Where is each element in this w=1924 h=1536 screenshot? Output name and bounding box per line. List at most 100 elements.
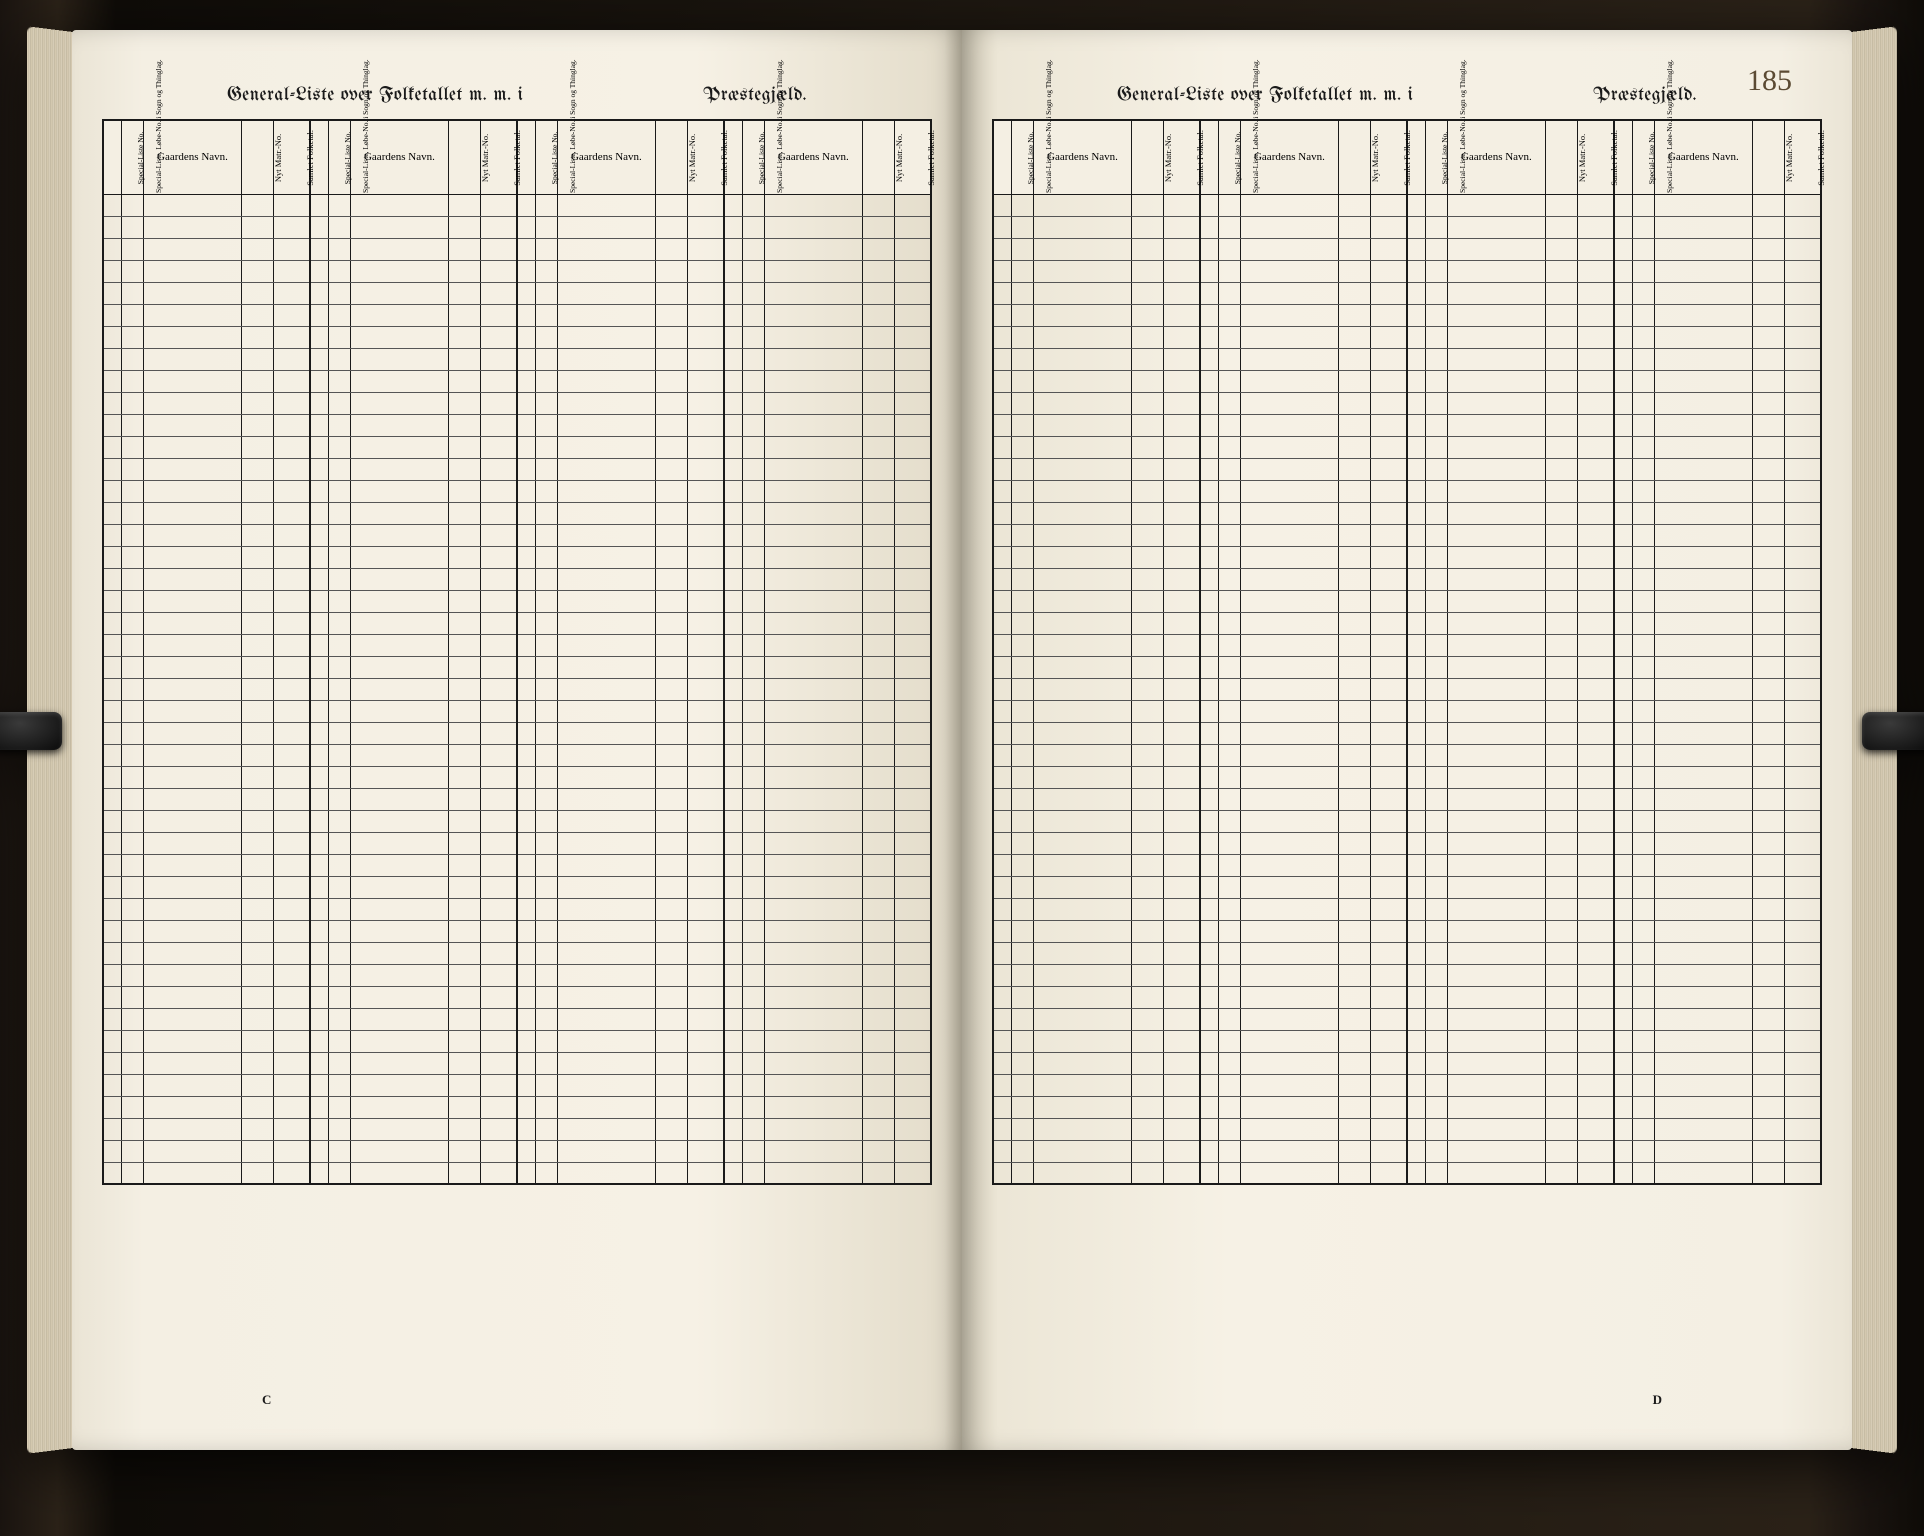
title-main: General-Liste over Folketallet m. m. i (227, 85, 523, 105)
ledger-table-right: Special-Liste No.Special-Liste, Løbe-No.… (992, 119, 1822, 1185)
table-row (103, 326, 931, 348)
table-row (103, 392, 931, 414)
table-row (103, 1096, 931, 1118)
table-row (993, 568, 1821, 590)
table-row (993, 1140, 1821, 1162)
table-row (103, 414, 931, 436)
table-row (993, 370, 1821, 392)
table-row (103, 480, 931, 502)
table-row (103, 766, 931, 788)
open-book: General-Liste over Folketallet m. m. i P… (72, 30, 1852, 1450)
table-row (103, 810, 931, 832)
table-row (103, 876, 931, 898)
folio-number: 185 (1747, 64, 1792, 98)
column-header: Nyt Matr.-No. (655, 120, 687, 194)
left-page: General-Liste over Folketallet m. m. i P… (72, 30, 962, 1450)
table-row (993, 436, 1821, 458)
right-page: 185 General-Liste over Folketallet m. m.… (962, 30, 1852, 1450)
table-row (103, 788, 931, 810)
table-row (993, 480, 1821, 502)
table-row (103, 348, 931, 370)
table-row (993, 1074, 1821, 1096)
table-row (993, 304, 1821, 326)
table-row (103, 634, 931, 656)
table-row (103, 370, 931, 392)
table-row (993, 876, 1821, 898)
table-row (103, 832, 931, 854)
table-row (993, 282, 1821, 304)
table-row (103, 304, 931, 326)
table-row (103, 1052, 931, 1074)
book-clasp-right (1862, 712, 1924, 750)
column-header: Nyt Matr.-No. (1338, 120, 1370, 194)
table-row (993, 1096, 1821, 1118)
column-header: Nyt Matr.-No. (1752, 120, 1784, 194)
table-row (993, 810, 1821, 832)
table-row (993, 1030, 1821, 1052)
ledger-table-left: Special-Liste No.Special-Liste, Løbe-No.… (102, 119, 932, 1185)
table-row (993, 722, 1821, 744)
table-row (993, 414, 1821, 436)
table-row (103, 612, 931, 634)
table-row (103, 546, 931, 568)
table-row (103, 238, 931, 260)
column-header: Nyt Matr.-No. (862, 120, 894, 194)
table-row (103, 678, 931, 700)
table-row (993, 656, 1821, 678)
title-main: General-Liste over Folketallet m. m. i (1117, 85, 1413, 105)
table-row (993, 1118, 1821, 1140)
table-row (993, 942, 1821, 964)
table-row (103, 1140, 931, 1162)
table-row (103, 568, 931, 590)
table-row (993, 920, 1821, 942)
table-row (103, 722, 931, 744)
table-row (993, 194, 1821, 216)
column-header: Nyt Matr.-No. (1131, 120, 1163, 194)
table-row (993, 392, 1821, 414)
table-row (993, 898, 1821, 920)
table-row (103, 920, 931, 942)
table-row (993, 326, 1821, 348)
book-clasp-left (0, 712, 62, 750)
table-row (103, 700, 931, 722)
table-row (993, 854, 1821, 876)
table-row (103, 744, 931, 766)
table-row (103, 216, 931, 238)
table-row (103, 458, 931, 480)
table-row (103, 942, 931, 964)
table-row (103, 436, 931, 458)
page-title-row: General-Liste over Folketallet m. m. i P… (992, 85, 1822, 105)
table-row (103, 854, 931, 876)
table-row (103, 260, 931, 282)
table-row (993, 590, 1821, 612)
title-sub: Præstegjæld. (703, 85, 807, 105)
table-row (993, 832, 1821, 854)
table-row (103, 656, 931, 678)
table-row (993, 524, 1821, 546)
table-row (993, 678, 1821, 700)
table-row (993, 766, 1821, 788)
table-row (993, 238, 1821, 260)
signature-mark-right: D (1653, 1392, 1662, 1408)
column-header: Special-Liste No. (103, 120, 122, 194)
table-row (993, 744, 1821, 766)
table-row (993, 964, 1821, 986)
table-row (993, 986, 1821, 1008)
table-row (993, 1008, 1821, 1030)
table-row (993, 1052, 1821, 1074)
table-row (103, 898, 931, 920)
table-row (993, 700, 1821, 722)
column-header: Nyt Matr.-No. (241, 120, 273, 194)
table-row (103, 524, 931, 546)
table-row (103, 590, 931, 612)
table-row (993, 1162, 1821, 1184)
table-row (103, 1030, 931, 1052)
table-row (103, 1074, 931, 1096)
table-row (993, 612, 1821, 634)
column-header: Nyt Matr.-No. (448, 120, 480, 194)
table-row (993, 788, 1821, 810)
table-row (103, 282, 931, 304)
scan-background: General-Liste over Folketallet m. m. i P… (0, 0, 1924, 1536)
title-sub: Præstegjæld. (1593, 85, 1697, 105)
table-row (103, 194, 931, 216)
